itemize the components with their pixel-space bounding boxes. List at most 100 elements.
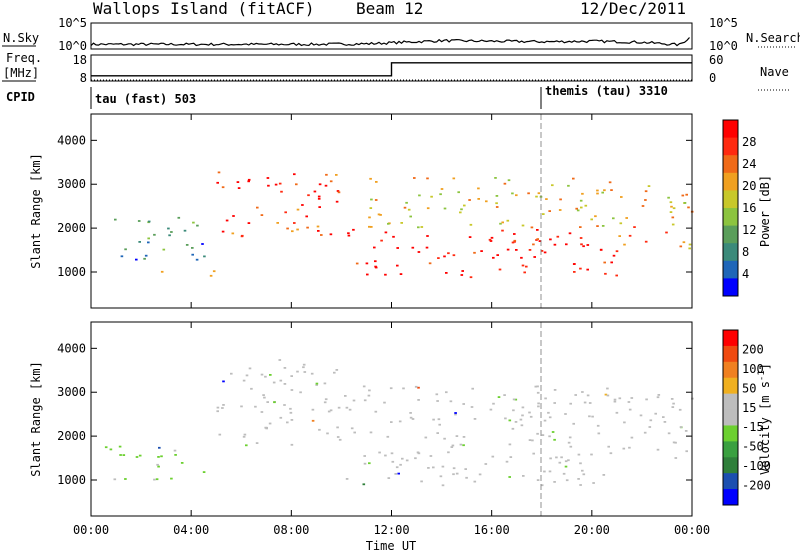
vel-cbar-frame: [722, 329, 739, 506]
vel-cells-cell: [345, 478, 349, 480]
power-cells-cell: [596, 225, 599, 227]
vel-cells-cell: [537, 402, 540, 405]
vel-cells-cell: [264, 375, 267, 378]
power-cells-cell: [124, 248, 127, 251]
power-cells-cell: [236, 181, 240, 183]
power-cells-cell: [231, 232, 235, 235]
power-cells-cell: [665, 231, 668, 234]
power-cbar-swatch: [723, 243, 738, 262]
power-cells-cell: [168, 234, 171, 237]
vel-cells-cell: [135, 456, 139, 458]
power-cells-cell: [556, 235, 560, 238]
power-cbar-tick-label: 20: [742, 179, 756, 193]
nave-label: Nave: [760, 65, 789, 79]
power-cells-cell: [452, 177, 456, 180]
power-cells-cell: [520, 256, 523, 259]
vel-cells-cell: [119, 454, 122, 456]
vel-cells-cell: [450, 446, 454, 448]
nave-tick-top: 60: [709, 53, 723, 67]
power-cells-cell: [501, 229, 504, 232]
vel-cells-cell: [245, 374, 249, 377]
power-frame: [90, 113, 693, 309]
vel-cells-cell: [336, 436, 340, 438]
velocity-heatmap: [104, 359, 694, 487]
power-cells-cell: [291, 230, 294, 233]
power-cells-cell: [217, 171, 221, 174]
power-cells-cell: [582, 245, 585, 248]
power-cells-cell: [147, 237, 150, 240]
power-cells-cell: [495, 202, 498, 205]
vel-cells-cell: [386, 435, 390, 438]
power-cells-cell: [540, 250, 544, 252]
vel-cells-cell: [503, 394, 506, 396]
date-title: 12/Dec/2011: [580, 0, 686, 18]
vel-cells-cell: [514, 421, 518, 423]
power-cells-cell: [325, 173, 328, 176]
power-cells-cell: [485, 200, 488, 203]
vel-cells-cell: [674, 457, 678, 459]
velocity-cbar-label-main: Velocity [m s: [758, 381, 772, 475]
vel-cells-cell: [684, 430, 688, 432]
vel-cells-cell: [389, 387, 393, 390]
vel-cells-cell: [170, 477, 173, 480]
vel-cells-cell: [290, 375, 293, 377]
power-cbar-tick-label: 16: [742, 201, 756, 215]
nsky-tick-top-right: 10^5: [709, 16, 738, 30]
vel-cells-cell: [318, 428, 321, 431]
power-cells-cell: [232, 215, 235, 217]
power-cells-cell: [669, 201, 673, 204]
vel-cells-cell: [639, 414, 643, 417]
vel-cells-cell: [324, 398, 328, 401]
power-cells-cell: [135, 258, 138, 261]
power-cells-cell: [373, 246, 376, 249]
vel-cells-cell: [551, 431, 555, 433]
vel-cbar-swatch: [723, 425, 738, 442]
power-cells-cell: [672, 207, 676, 210]
vel-cbar-swatch: [723, 473, 738, 490]
power-cells-cell: [559, 198, 562, 201]
freq-strip: Freq. [MHz] 18 8 60 0 Nave: [2, 51, 790, 91]
vel-cells-cell: [522, 475, 525, 477]
power-cells-cell: [335, 200, 339, 203]
vel-cbar-swatch: [723, 361, 738, 379]
vel-cells-cell: [414, 457, 417, 460]
vel-cells-cell: [543, 470, 546, 473]
vel-cells-cell: [492, 402, 495, 405]
vel-cells-cell: [562, 472, 566, 475]
vel-cells-cell: [432, 466, 435, 469]
power-cells-cell: [496, 254, 499, 256]
vel-cells-cell: [367, 394, 371, 397]
vel-cells-cell: [505, 460, 509, 463]
power-cells-cell: [468, 236, 472, 238]
vel-cells-cell: [260, 373, 264, 376]
vel-cells-cell: [674, 441, 677, 444]
power-cells-cell: [426, 207, 430, 210]
power-cells-cell: [396, 264, 399, 267]
power-cells-cell: [537, 192, 541, 195]
vel-cells-cell: [260, 411, 264, 413]
vel-cells-cell: [628, 446, 631, 449]
power-cells-cell: [543, 251, 547, 254]
vel-cells-cell: [436, 400, 439, 402]
vel-cells-cell: [283, 367, 287, 369]
vel-cells-cell: [491, 455, 495, 458]
time-xaxis: 00:00 04:00 08:00 12:00 16:00 20:00 00:00: [73, 114, 710, 537]
vel-cells-cell: [174, 454, 177, 456]
power-cells-cell: [599, 248, 603, 251]
vel-cells-cell: [591, 415, 594, 418]
vel-cells-cell: [278, 359, 282, 361]
power-cells-cell: [400, 222, 403, 224]
vel-cells-cell: [439, 475, 443, 478]
power-cbar-swatch: [723, 137, 738, 156]
vel-cells-cell: [337, 406, 341, 409]
power-cells-cell: [501, 221, 504, 224]
vel-cells-cell: [579, 462, 582, 465]
vel-cells-cell: [568, 436, 572, 439]
power-cells-cell: [191, 247, 194, 249]
power-cells-cell: [284, 211, 287, 214]
vel-cells-cell: [671, 406, 675, 408]
power-cells-cell: [612, 254, 616, 257]
power-cells-cell: [594, 215, 597, 218]
vel-cells-cell: [521, 414, 524, 417]
vel-cells-cell: [273, 401, 276, 404]
